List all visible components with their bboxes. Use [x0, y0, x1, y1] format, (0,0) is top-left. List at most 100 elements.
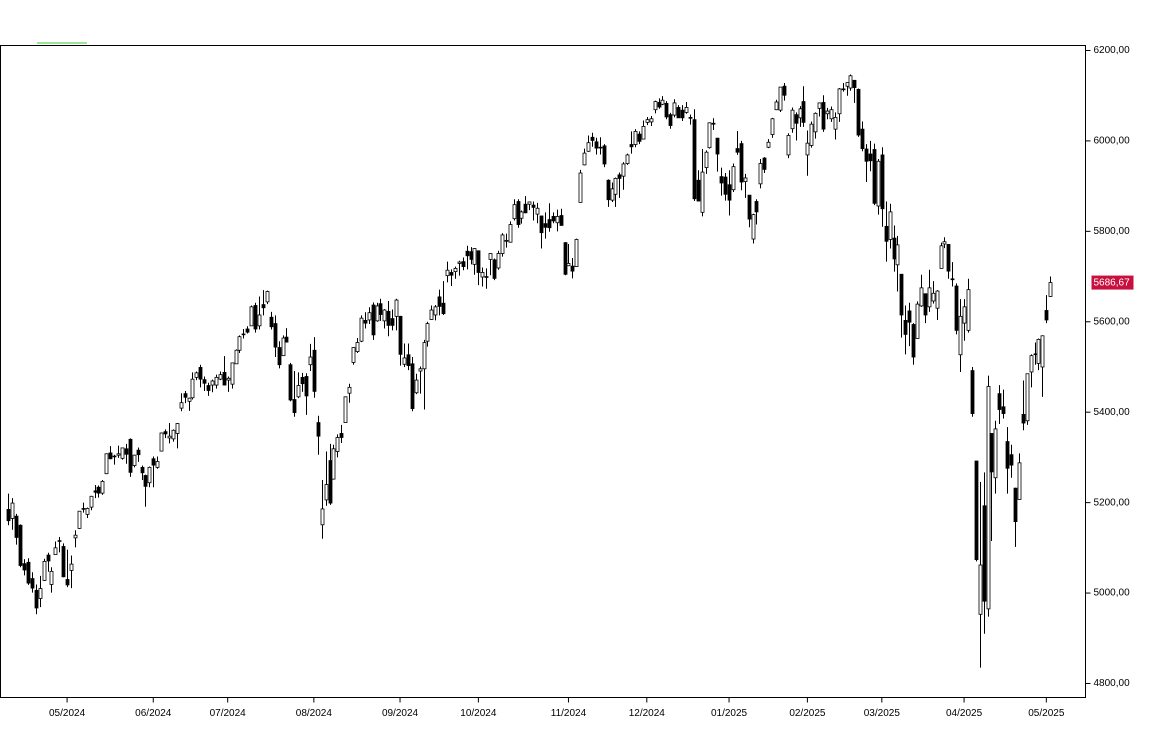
candle-body — [281, 337, 286, 357]
candle-body — [1029, 355, 1034, 373]
x-tick-label: 05/2024 — [49, 708, 86, 719]
candle-body — [895, 244, 900, 266]
candle-body — [504, 239, 509, 242]
candle-body — [363, 320, 368, 324]
candle-body — [253, 305, 258, 330]
candle-body — [935, 290, 940, 309]
y-tick-label: 5800,00 — [1094, 226, 1131, 237]
candle-body — [833, 116, 838, 130]
candle-body — [743, 177, 748, 182]
candle-body — [531, 204, 536, 208]
candle-body — [331, 448, 336, 480]
candle-body — [429, 309, 434, 320]
candle-body — [69, 563, 74, 571]
candle-body — [296, 385, 301, 398]
candle-body — [34, 589, 39, 609]
candle-body — [892, 237, 897, 260]
candle-body — [488, 253, 493, 260]
candle-body — [53, 547, 58, 556]
candle-body — [206, 385, 211, 391]
x-tick-label: 06/2024 — [135, 708, 172, 719]
candle-body — [81, 508, 86, 510]
candle-body — [77, 510, 82, 529]
candle-body — [394, 299, 399, 317]
candle-body — [1025, 373, 1030, 422]
candle-body — [406, 354, 411, 367]
candle-body — [617, 174, 622, 179]
candle-body — [347, 386, 352, 394]
candle-body — [14, 515, 19, 538]
candle-body — [829, 109, 834, 120]
candle-body — [860, 128, 865, 149]
candle-body — [1033, 353, 1038, 356]
candle-body — [367, 312, 372, 321]
candle-body — [57, 540, 62, 542]
candle-body — [382, 309, 387, 322]
candle-body — [774, 101, 779, 111]
candle-body — [143, 475, 148, 487]
candle-body — [234, 349, 239, 365]
candle-body — [226, 377, 231, 381]
candle-body — [155, 461, 160, 468]
candle-body — [198, 367, 203, 380]
candle-body — [269, 316, 274, 328]
candle-body — [954, 285, 959, 331]
candle-body — [754, 201, 759, 213]
candle-body — [817, 102, 822, 109]
candle-body — [324, 484, 329, 501]
candle-body — [602, 145, 607, 165]
candle-body — [1048, 282, 1053, 297]
candle-body — [633, 131, 638, 145]
candle-body — [962, 306, 967, 324]
candle-body — [899, 273, 904, 316]
y-tick-label: 4800,00 — [1094, 678, 1131, 689]
candle-body — [449, 272, 454, 276]
candle-body — [582, 152, 587, 166]
candle-body — [375, 305, 380, 322]
candle-body — [723, 176, 728, 195]
x-tick-label: 01/2025 — [711, 708, 748, 719]
candle-body — [993, 428, 998, 479]
candle-body — [739, 143, 744, 183]
candle-body — [422, 342, 427, 370]
candle-body — [465, 250, 470, 257]
candle-body — [46, 554, 51, 562]
candle-body — [136, 449, 141, 456]
candle-body — [958, 315, 963, 356]
candle-body — [660, 99, 665, 105]
candle-body — [241, 333, 246, 336]
candle-body — [837, 88, 842, 115]
candle-body — [610, 188, 615, 201]
y-tick-label: 5600,00 — [1094, 316, 1131, 327]
candle-body — [923, 293, 928, 316]
candle-body — [845, 82, 850, 87]
y-tick-label: 5400,00 — [1094, 407, 1131, 418]
candle-body — [167, 435, 172, 439]
candle-body — [606, 179, 611, 201]
candle-body — [49, 570, 54, 585]
candle-body — [292, 399, 297, 414]
candle-body — [512, 204, 517, 220]
candle-body — [277, 347, 282, 366]
candle-body — [950, 278, 955, 281]
candle-body — [316, 422, 321, 437]
candle-body — [124, 448, 129, 455]
candle-body — [257, 314, 262, 327]
candle-body — [343, 396, 348, 423]
candle-body — [813, 112, 818, 133]
candle-body — [265, 291, 270, 303]
candle-body — [359, 317, 364, 342]
candle-body — [574, 239, 579, 268]
candle-body — [989, 433, 994, 473]
candle-body — [786, 135, 791, 156]
x-tick-label: 09/2024 — [382, 708, 419, 719]
candle-body — [868, 153, 873, 162]
candle-body — [805, 142, 810, 156]
x-tick-label: 12/2024 — [629, 708, 666, 719]
candle-body — [711, 122, 716, 125]
candle-body — [390, 318, 395, 326]
candle-body — [210, 380, 215, 386]
x-tick-label: 04/2025 — [946, 708, 983, 719]
x-tick-label: 03/2025 — [864, 708, 901, 719]
candle-body — [986, 386, 991, 610]
